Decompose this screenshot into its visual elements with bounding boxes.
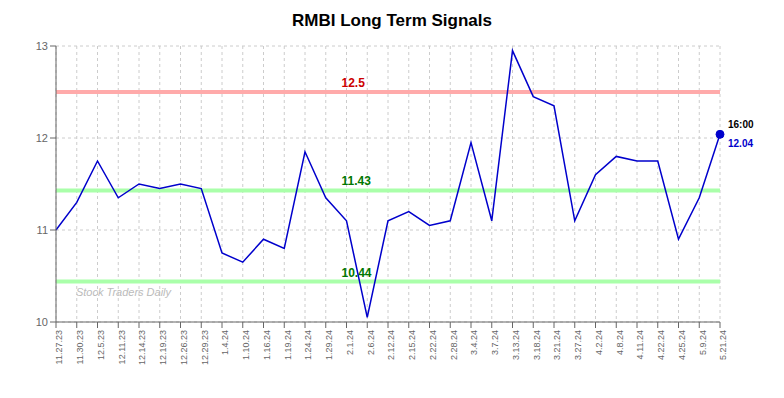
svg-text:10: 10 — [36, 316, 48, 328]
svg-text:2.1.24: 2.1.24 — [345, 330, 355, 355]
svg-text:11.27.23: 11.27.23 — [54, 330, 64, 364]
svg-text:2.6.24: 2.6.24 — [366, 330, 376, 355]
svg-text:1.4.24: 1.4.24 — [220, 330, 230, 355]
svg-text:13: 13 — [36, 40, 48, 52]
svg-text:2.22.24: 2.22.24 — [428, 330, 438, 360]
svg-text:1.24.24: 1.24.24 — [303, 330, 313, 360]
svg-text:12.14.23: 12.14.23 — [137, 330, 147, 365]
svg-text:1.16.24: 1.16.24 — [262, 330, 272, 360]
svg-text:1.10.24: 1.10.24 — [241, 330, 251, 360]
svg-text:12.19.23: 12.19.23 — [158, 330, 168, 365]
svg-text:3.13.24: 3.13.24 — [511, 330, 521, 360]
svg-text:12.26.23: 12.26.23 — [179, 330, 189, 365]
svg-text:12.04: 12.04 — [728, 138, 753, 149]
svg-text:3.21.24: 3.21.24 — [552, 330, 562, 360]
svg-text:4.11.24: 4.11.24 — [635, 330, 645, 359]
svg-text:16:00: 16:00 — [728, 119, 754, 130]
svg-text:11: 11 — [37, 224, 48, 236]
svg-text:2.12.24: 2.12.24 — [386, 330, 396, 360]
svg-text:4.2.24: 4.2.24 — [594, 330, 604, 355]
svg-text:2.15.24: 2.15.24 — [407, 330, 417, 360]
svg-text:12.29.23: 12.29.23 — [200, 330, 210, 365]
svg-text:4.22.24: 4.22.24 — [656, 330, 666, 360]
svg-text:12.5.23: 12.5.23 — [96, 330, 106, 360]
svg-text:12: 12 — [36, 132, 48, 144]
svg-text:1.29.24: 1.29.24 — [324, 330, 334, 360]
svg-text:4.25.24: 4.25.24 — [677, 330, 687, 360]
svg-text:1.19.24: 1.19.24 — [283, 330, 293, 360]
svg-text:11.43: 11.43 — [342, 174, 372, 188]
html-text:RMBI Long Term Signals: RMBI Long Term Signals — [292, 11, 492, 30]
svg-text:11.30.23: 11.30.23 — [75, 330, 85, 364]
svg-text:3.27.24: 3.27.24 — [573, 330, 583, 360]
svg-text:10.44: 10.44 — [341, 265, 372, 280]
svg-text:12.5: 12.5 — [342, 76, 366, 90]
svg-text:5.21.24: 5.21.24 — [718, 330, 728, 360]
html-text:Stock Traders Daily: Stock Traders Daily — [75, 285, 172, 298]
svg-text:4.8.24: 4.8.24 — [615, 330, 625, 355]
svg-text:3.18.24: 3.18.24 — [532, 330, 542, 360]
svg-text:2.28.24: 2.28.24 — [449, 330, 459, 360]
svg-text:12.11.23: 12.11.23 — [117, 330, 127, 364]
svg-text:3.4.24: 3.4.24 — [469, 330, 479, 355]
svg-text:3.7.24: 3.7.24 — [490, 330, 500, 355]
svg-text:5.9.24: 5.9.24 — [698, 330, 708, 355]
